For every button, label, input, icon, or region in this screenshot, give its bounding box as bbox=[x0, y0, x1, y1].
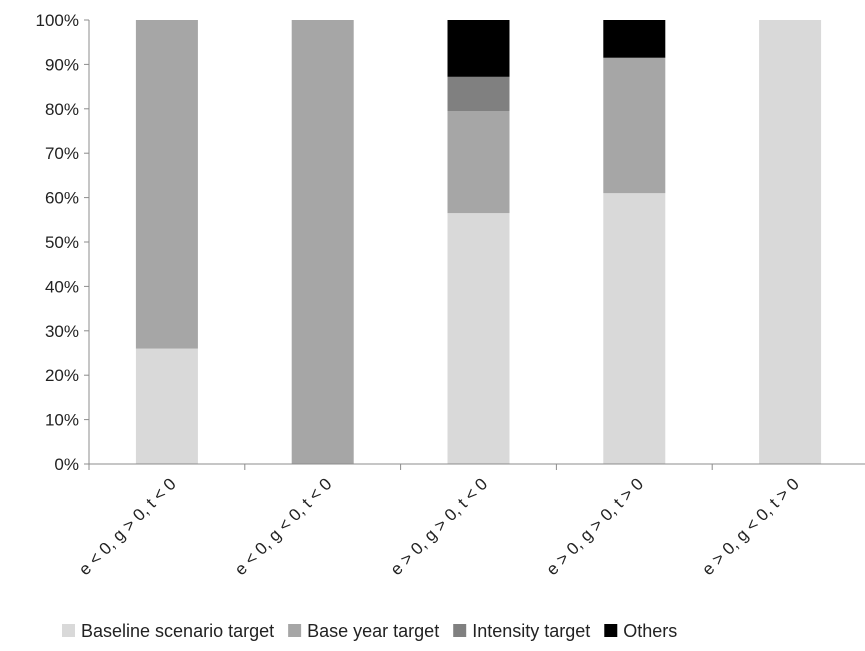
legend-label: Baseline scenario target bbox=[81, 621, 274, 641]
legend: Baseline scenario target Base year target… bbox=[62, 621, 677, 641]
y-tick-label: 80% bbox=[45, 100, 79, 119]
y-tick-label: 60% bbox=[45, 189, 79, 208]
bar-segment bbox=[447, 111, 510, 214]
y-tick-label: 70% bbox=[45, 144, 79, 163]
legend-swatch bbox=[288, 624, 302, 637]
bar-segment bbox=[603, 57, 666, 194]
bar-segment bbox=[447, 213, 510, 464]
legend-swatch bbox=[453, 624, 467, 637]
legend-label: Others bbox=[623, 621, 677, 641]
bar-segment bbox=[603, 20, 666, 58]
bars bbox=[135, 20, 822, 464]
legend-label: Base year target bbox=[307, 621, 439, 641]
x-tick-label: e > 0, g > 0, t < 0 bbox=[387, 474, 492, 579]
x-tick-label: e > 0, g > 0, t > 0 bbox=[542, 474, 647, 579]
y-tick-label: 90% bbox=[45, 55, 79, 74]
bar-segment bbox=[447, 76, 510, 112]
legend-label: Intensity target bbox=[472, 621, 590, 641]
y-tick-label: 30% bbox=[45, 322, 79, 341]
y-tick-label: 40% bbox=[45, 277, 79, 296]
y-tick-label: 10% bbox=[45, 411, 79, 430]
y-tick-label: 20% bbox=[45, 366, 79, 385]
x-axis: e < 0, g > 0, t < 0 e < 0, g < 0, t < 0 e … bbox=[75, 463, 865, 579]
x-tick-label: e < 0, g < 0, t < 0 bbox=[231, 474, 336, 579]
x-tick-label: e > 0, g < 0, t > 0 bbox=[698, 474, 803, 579]
bar-segment bbox=[135, 20, 198, 349]
y-axis: 0% 10% 20% 30% 40% 50% 60% 70% 80% 90% 100% bbox=[36, 11, 90, 474]
legend-swatch bbox=[62, 624, 75, 637]
y-tick-label: 50% bbox=[45, 233, 79, 252]
y-tick-label: 100% bbox=[36, 11, 79, 30]
bar-segment bbox=[447, 20, 510, 77]
y-tick-label: 0% bbox=[54, 455, 79, 474]
bar-segment bbox=[759, 20, 822, 464]
bar-segment bbox=[291, 20, 354, 464]
bar-segment bbox=[603, 193, 666, 464]
x-tick-label: e < 0, g > 0, t < 0 bbox=[75, 474, 180, 579]
bar-segment bbox=[135, 348, 198, 464]
legend-swatch bbox=[604, 624, 618, 637]
